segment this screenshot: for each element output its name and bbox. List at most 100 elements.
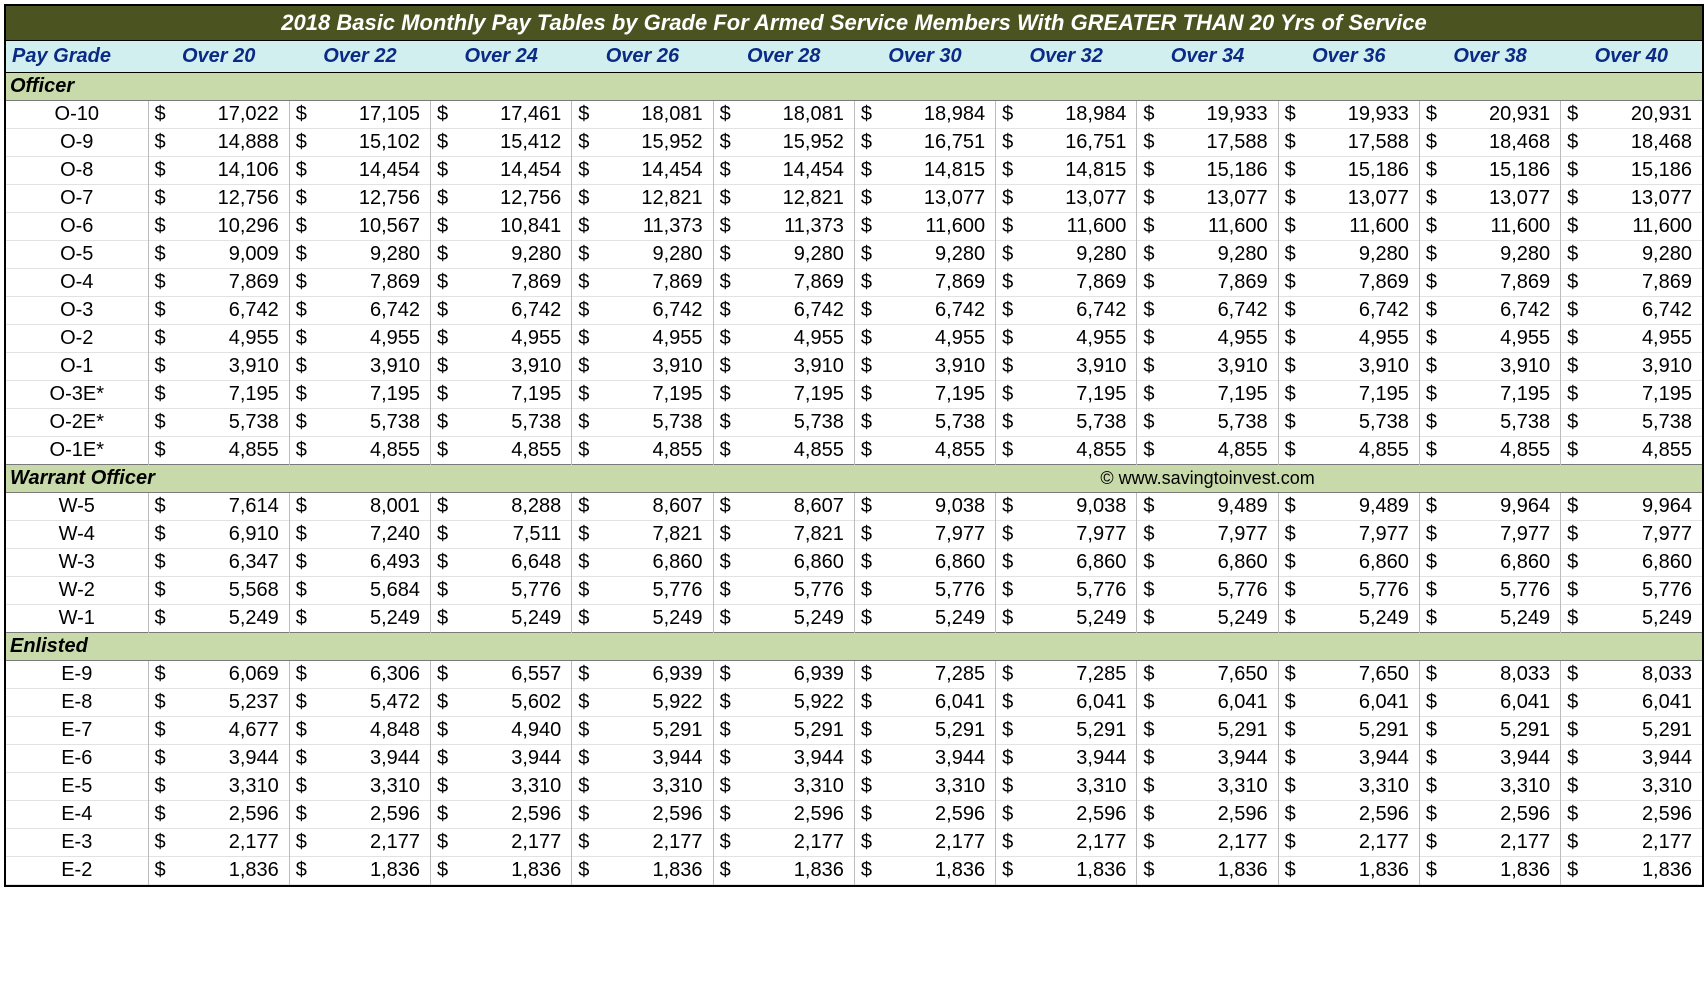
pay-value: 6,347 xyxy=(229,551,279,574)
pay-cell: $17,022 xyxy=(148,101,289,129)
currency-symbol: $ xyxy=(1143,803,1154,826)
pay-cell: $5,738 xyxy=(148,409,289,437)
pay-cell: $5,776 xyxy=(1419,577,1560,605)
pay-cell: $7,195 xyxy=(713,381,854,409)
currency-symbol: $ xyxy=(155,215,166,238)
pay-cell: $7,869 xyxy=(148,269,289,297)
currency-symbol: $ xyxy=(720,299,731,322)
currency-symbol: $ xyxy=(437,411,448,434)
pay-cell: $8,607 xyxy=(713,493,854,521)
pay-cell: $2,177 xyxy=(713,829,854,857)
currency-symbol: $ xyxy=(1143,495,1154,518)
currency-symbol: $ xyxy=(1285,271,1296,294)
pay-value: 3,944 xyxy=(1642,747,1692,770)
pay-cell: $6,742 xyxy=(1419,297,1560,325)
pay-value: 18,468 xyxy=(1631,131,1692,154)
pay-cell: $9,280 xyxy=(996,241,1137,269)
currency-symbol: $ xyxy=(1285,803,1296,826)
currency-symbol: $ xyxy=(1143,607,1154,630)
currency-symbol: $ xyxy=(1426,551,1437,574)
pay-value: 9,038 xyxy=(935,495,985,518)
pay-value: 9,009 xyxy=(229,243,279,266)
pay-cell: $2,177 xyxy=(572,829,713,857)
pay-cell: $1,836 xyxy=(431,857,572,885)
pay-value: 6,860 xyxy=(653,551,703,574)
pay-value: 15,412 xyxy=(500,131,561,154)
table-title: 2018 Basic Monthly Pay Tables by Grade F… xyxy=(6,6,1702,41)
pay-value: 9,280 xyxy=(1359,243,1409,266)
currency-symbol: $ xyxy=(1285,495,1296,518)
currency-symbol: $ xyxy=(578,719,589,742)
currency-symbol: $ xyxy=(1285,831,1296,854)
pay-cell: $7,821 xyxy=(713,521,854,549)
pay-cell: $2,177 xyxy=(148,829,289,857)
pay-value: 3,910 xyxy=(1218,355,1268,378)
currency-symbol: $ xyxy=(437,383,448,406)
pay-value: 6,742 xyxy=(1076,299,1126,322)
currency-symbol: $ xyxy=(1567,271,1578,294)
pay-value: 3,310 xyxy=(511,775,561,798)
pay-cell: $9,280 xyxy=(289,241,430,269)
currency-symbol: $ xyxy=(861,299,872,322)
pay-value: 13,077 xyxy=(1631,187,1692,210)
pay-value: 6,860 xyxy=(794,551,844,574)
currency-symbol: $ xyxy=(1002,383,1013,406)
pay-value: 3,310 xyxy=(935,775,985,798)
pay-cell: $16,751 xyxy=(854,129,995,157)
currency-symbol: $ xyxy=(1002,775,1013,798)
pay-cell: $4,955 xyxy=(431,325,572,353)
pay-value: 15,186 xyxy=(1631,159,1692,182)
table-row: O-8$14,106$14,454$14,454$14,454$14,454$1… xyxy=(6,157,1702,185)
pay-value: 17,022 xyxy=(218,103,279,126)
pay-value: 7,977 xyxy=(1218,523,1268,546)
pay-grade-cell: O-3 xyxy=(6,297,148,325)
pay-value: 4,848 xyxy=(370,719,420,742)
pay-cell: $3,944 xyxy=(572,745,713,773)
currency-symbol: $ xyxy=(720,215,731,238)
pay-cell: $13,077 xyxy=(1137,185,1278,213)
currency-symbol: $ xyxy=(720,831,731,854)
pay-value: 4,955 xyxy=(1642,327,1692,350)
currency-symbol: $ xyxy=(296,215,307,238)
pay-value: 11,600 xyxy=(1349,215,1409,238)
pay-value: 4,855 xyxy=(511,439,561,462)
pay-cell: $9,280 xyxy=(1419,241,1560,269)
currency-symbol: $ xyxy=(1426,159,1437,182)
pay-cell: $5,738 xyxy=(1278,409,1419,437)
pay-cell: $1,836 xyxy=(289,857,430,885)
pay-value: 5,922 xyxy=(653,691,703,714)
pay-value: 5,249 xyxy=(1076,607,1126,630)
pay-value: 1,836 xyxy=(794,859,844,882)
currency-symbol: $ xyxy=(155,131,166,154)
currency-symbol: $ xyxy=(1567,607,1578,630)
pay-cell: $3,310 xyxy=(713,773,854,801)
pay-cell: $3,310 xyxy=(996,773,1137,801)
currency-symbol: $ xyxy=(578,859,589,882)
currency-symbol: $ xyxy=(1567,523,1578,546)
pay-cell: $5,291 xyxy=(1419,717,1560,745)
currency-symbol: $ xyxy=(1285,131,1296,154)
pay-value: 7,869 xyxy=(1076,271,1126,294)
pay-value: 18,984 xyxy=(924,103,985,126)
pay-value: 7,511 xyxy=(513,523,562,546)
pay-cell: $7,977 xyxy=(1419,521,1560,549)
pay-value: 5,776 xyxy=(794,579,844,602)
currency-symbol: $ xyxy=(296,355,307,378)
pay-cell: $5,776 xyxy=(1278,577,1419,605)
pay-value: 14,454 xyxy=(359,159,420,182)
currency-symbol: $ xyxy=(437,803,448,826)
pay-cell: $3,310 xyxy=(148,773,289,801)
currency-symbol: $ xyxy=(578,131,589,154)
pay-cell: $5,776 xyxy=(572,577,713,605)
currency-symbol: $ xyxy=(437,663,448,686)
pay-cell: $4,855 xyxy=(431,437,572,465)
pay-value: 9,280 xyxy=(794,243,844,266)
pay-cell: $5,237 xyxy=(148,689,289,717)
pay-value: 9,964 xyxy=(1500,495,1550,518)
pay-value: 18,081 xyxy=(783,103,844,126)
pay-value: 14,815 xyxy=(1065,159,1126,182)
currency-symbol: $ xyxy=(437,299,448,322)
pay-value: 5,922 xyxy=(794,691,844,714)
pay-grade-cell: O-1 xyxy=(6,353,148,381)
pay-value: 3,944 xyxy=(1359,747,1409,770)
